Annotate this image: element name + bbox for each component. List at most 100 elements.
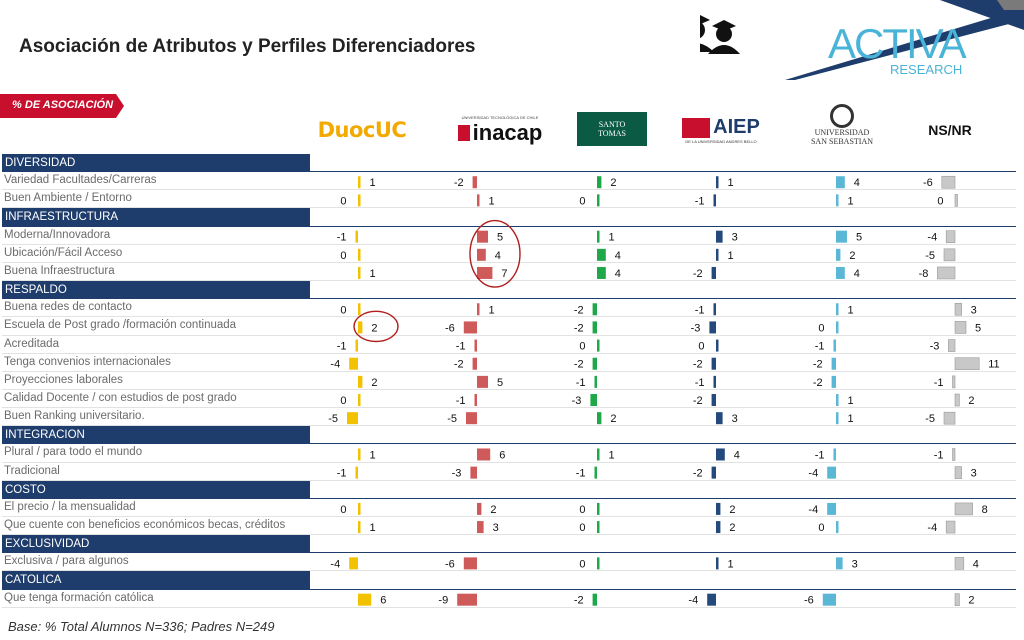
data-label: -2 <box>574 359 584 371</box>
data-label: -1 <box>934 449 944 461</box>
data-label: 1 <box>848 395 854 407</box>
data-label: 0 <box>579 195 585 207</box>
data-label: 0 <box>579 504 585 516</box>
data-label: 6 <box>380 595 386 607</box>
data-label: -6 <box>445 558 455 570</box>
data-label: 0 <box>818 322 824 334</box>
row-divider <box>2 425 1016 427</box>
bar-aiep <box>713 303 716 316</box>
bar-santo-tomas <box>597 412 602 425</box>
row-divider <box>2 516 1016 517</box>
data-label: 2 <box>610 413 616 425</box>
association-tag <box>0 94 124 118</box>
data-label: -3 <box>452 468 462 480</box>
row-label: Buen Ambiente / Entorno <box>4 192 132 205</box>
bar-aiep <box>711 466 716 479</box>
bar-ns-nr <box>954 466 962 479</box>
aiep-logo: AIEP DE LA UNIVERSIDAD ANDRES BELLO <box>672 112 770 148</box>
data-label: -2 <box>574 322 584 334</box>
row-label: Acreditada <box>4 337 59 350</box>
row-divider <box>2 388 1016 390</box>
santo-tomas-logo-text: SANTO TOMAS <box>598 120 626 138</box>
page-title: Asociación de Atributos y Perfiles Difer… <box>19 36 476 57</box>
duoc-logo: DuocUC <box>300 112 424 148</box>
inacap-subtitle: UNIVERSIDAD TECNOLÓGICA DE CHILE <box>461 114 539 120</box>
section-divider <box>2 171 1016 173</box>
association-tag-label: % DE ASOCIACIÓN <box>12 99 114 111</box>
bar-universidad-san-sebastian <box>827 466 836 479</box>
bar-aiep <box>716 248 719 261</box>
data-label: 0 <box>340 195 346 207</box>
bar-duocuc <box>358 194 361 207</box>
row-divider <box>2 570 1016 572</box>
bar-santo-tomas <box>594 375 597 388</box>
bar-aiep <box>716 448 725 461</box>
bar-ns-nr <box>952 375 956 389</box>
bar-duocuc <box>358 394 361 407</box>
bar-santo-tomas <box>597 266 606 279</box>
data-label: -2 <box>693 359 703 371</box>
data-label: -1 <box>337 341 347 353</box>
data-label: 8 <box>982 504 988 516</box>
bar-ns-nr <box>948 339 956 352</box>
section-header: INTEGRACION <box>2 426 310 445</box>
bar-duocuc <box>355 339 358 352</box>
uss-logo: UNIVERSIDAD SAN SEBASTIAN <box>796 100 888 150</box>
bar-ns-nr <box>943 411 956 425</box>
data-label: -4 <box>330 359 340 371</box>
bar-duocuc <box>358 176 361 189</box>
data-label: 4 <box>734 449 740 461</box>
data-label: 4 <box>854 268 860 280</box>
bar-inacap <box>477 194 480 207</box>
data-label: -2 <box>813 359 823 371</box>
bar-duocuc <box>358 448 361 461</box>
data-label: 1 <box>848 304 854 316</box>
bar-universidad-san-sebastian <box>833 448 836 461</box>
nsnr-header-text: NS/NR <box>928 122 972 138</box>
bar-ns-nr <box>954 557 965 570</box>
data-label: -1 <box>337 232 347 244</box>
data-label: 1 <box>728 558 734 570</box>
bar-ns-nr <box>937 266 956 280</box>
section-divider <box>2 588 1016 590</box>
data-label: 0 <box>340 304 346 316</box>
row-divider <box>2 407 1016 409</box>
data-label: 2 <box>371 322 377 334</box>
bar-universidad-san-sebastian <box>836 194 839 207</box>
data-label: -1 <box>934 377 944 389</box>
highlight-ellipse <box>353 310 399 343</box>
data-label: -2 <box>574 304 584 316</box>
bar-aiep <box>716 176 719 189</box>
row-divider <box>2 534 1016 536</box>
data-label: -8 <box>919 268 929 280</box>
data-label: -4 <box>927 232 937 244</box>
data-label: 4 <box>973 558 979 570</box>
row-label: Proyecciones laborales <box>4 373 123 386</box>
bar-inacap <box>477 521 484 534</box>
bar-duocuc <box>349 357 358 370</box>
row-label: Que cuente con beneficios económicos bec… <box>4 519 286 531</box>
bar-santo-tomas <box>597 557 600 570</box>
row-label: Escuela de Post grado /formación continu… <box>4 319 237 332</box>
data-label: 0 <box>937 195 943 207</box>
row-divider <box>2 189 1016 191</box>
bar-inacap <box>477 375 488 388</box>
bar-universidad-san-sebastian <box>836 394 839 407</box>
bar-universidad-san-sebastian <box>836 266 845 279</box>
bar-santo-tomas <box>597 521 600 534</box>
data-label: 4 <box>615 250 621 262</box>
section-divider <box>2 443 1016 445</box>
bar-aiep <box>716 557 719 570</box>
bar-aiep <box>709 321 716 334</box>
data-label: -5 <box>328 413 338 425</box>
bar-inacap <box>466 412 477 425</box>
bar-santo-tomas <box>597 176 602 189</box>
uss-logo-line2: SAN SEBASTIAN <box>810 137 873 146</box>
bar-ns-nr <box>954 593 960 606</box>
bar-ns-nr <box>952 448 956 461</box>
section-header: EXCLUSIVIDAD <box>2 535 310 554</box>
bar-santo-tomas <box>597 502 600 515</box>
aiep-subtitle: DE LA UNIVERSIDAD ANDRES BELLO <box>685 139 757 144</box>
bar-santo-tomas <box>594 466 597 479</box>
data-label: 3 <box>732 232 738 244</box>
